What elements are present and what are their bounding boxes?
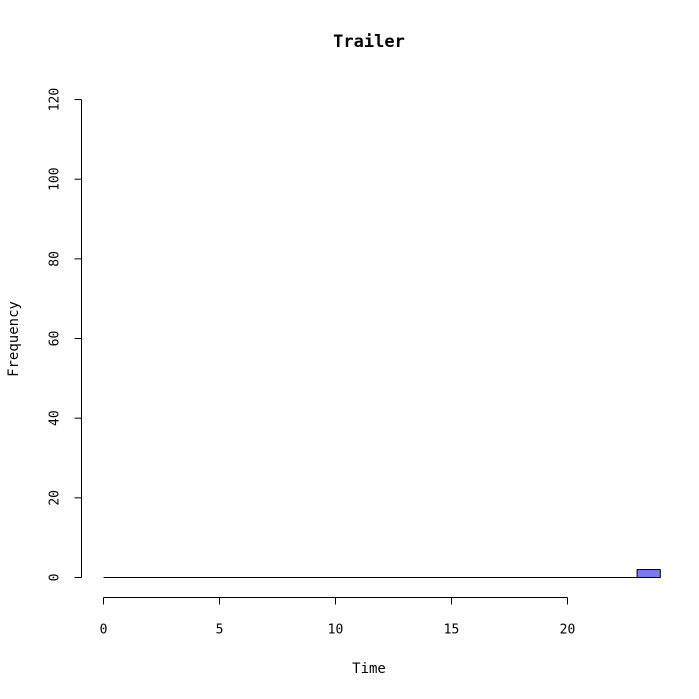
y-tick-label: 20 xyxy=(48,490,63,506)
x-tick-label: 0 xyxy=(100,623,108,638)
y-tick-label: 40 xyxy=(48,410,63,426)
x-tick-label: 5 xyxy=(216,623,224,638)
x-tick-label: 15 xyxy=(444,623,460,638)
y-axis: 0 20 40 60 80 100 120 xyxy=(48,88,82,582)
y-tick-label: 0 xyxy=(48,574,63,582)
y-tick-label: 120 xyxy=(48,88,63,111)
chart-title: Trailer xyxy=(333,32,405,52)
y-axis-label: Frequency xyxy=(6,301,22,377)
x-tick-label: 20 xyxy=(560,623,576,638)
y-tick-label: 60 xyxy=(48,331,63,347)
y-tick-label: 100 xyxy=(48,167,63,190)
x-tick-label: 10 xyxy=(328,623,344,638)
x-axis-label: Time xyxy=(352,661,386,677)
y-tick-label: 80 xyxy=(48,251,63,267)
histogram-bar xyxy=(636,569,661,578)
histogram-bars xyxy=(103,569,661,578)
x-axis: 0 5 10 15 20 xyxy=(100,597,576,638)
